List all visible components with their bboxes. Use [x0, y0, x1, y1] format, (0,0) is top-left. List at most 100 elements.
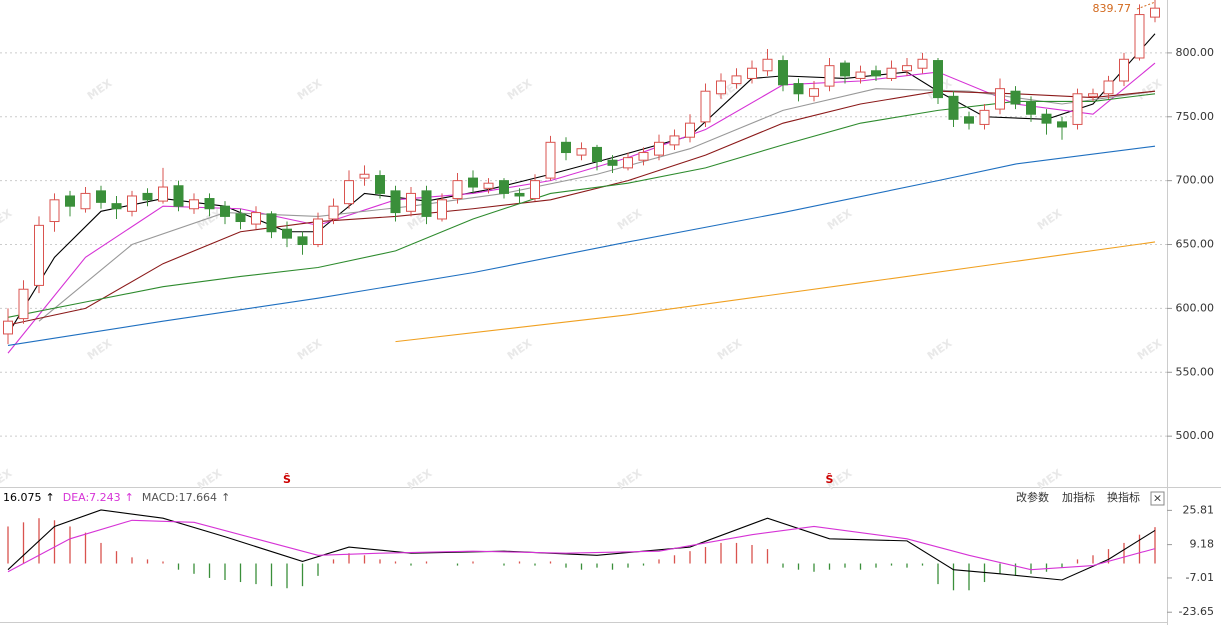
ma-line — [395, 241, 1156, 343]
candle-body — [173, 185, 184, 207]
candle-body — [18, 288, 29, 320]
ma-line — [7, 145, 1156, 346]
macd-header-item: ↑ — [125, 491, 134, 504]
candle-body — [1057, 121, 1067, 128]
candle-body — [80, 192, 91, 210]
candle-body — [607, 159, 618, 166]
candle-body — [623, 157, 633, 169]
candle-body — [530, 180, 540, 200]
candle-body — [34, 224, 44, 286]
candle-body — [266, 213, 277, 233]
candle-body — [313, 218, 323, 246]
candle-body — [1119, 58, 1129, 82]
candle-body — [499, 180, 509, 194]
ma-line — [7, 62, 1156, 354]
y-tick-label: 750.00 — [1176, 110, 1215, 123]
candle-body — [778, 60, 788, 86]
dif-line — [7, 509, 1156, 581]
candle-body — [251, 212, 261, 225]
signal-marker: Ŝ — [826, 473, 834, 486]
candle-body — [809, 88, 819, 97]
candle-body — [514, 192, 525, 197]
candle-body — [685, 122, 695, 138]
candle-body — [654, 141, 664, 156]
y-tick-label: 700.00 — [1176, 174, 1215, 187]
candle-body — [390, 190, 401, 214]
candle-body — [700, 90, 711, 123]
macd-header-item: ↑ — [221, 491, 230, 504]
macd-header-item: 16.075 — [3, 491, 42, 504]
y-tick-label: 9.18 — [1190, 538, 1215, 551]
candle-body — [359, 173, 370, 179]
candle-body — [948, 95, 959, 120]
candle-body — [204, 198, 215, 210]
candle-body — [824, 65, 835, 87]
candle-body — [189, 199, 199, 210]
price-pointer — [1136, 1, 1156, 10]
candle-body — [65, 195, 75, 207]
y-tick-label: -7.01 — [1186, 571, 1214, 584]
y-tick-label: 25.81 — [1183, 503, 1215, 516]
candle-body — [886, 67, 897, 79]
dea-line — [7, 519, 1156, 573]
candle-body — [3, 320, 13, 335]
y-tick-label: 550.00 — [1176, 365, 1215, 378]
candle-body — [1072, 93, 1083, 125]
candle-body — [638, 152, 649, 161]
toolbar-button[interactable]: 改参数 — [1016, 490, 1049, 504]
candle-body — [1026, 100, 1036, 115]
candle-body — [235, 213, 246, 223]
candle-body — [855, 71, 866, 79]
candle-body — [561, 141, 571, 154]
candle-body — [917, 58, 928, 69]
toolbar-button[interactable]: 加指标 — [1062, 490, 1095, 504]
candle-body — [297, 236, 308, 246]
candle-body — [127, 195, 137, 212]
candle-body — [406, 192, 416, 212]
y-tick-label: -23.65 — [1179, 605, 1214, 618]
candle-body — [933, 60, 943, 99]
candle-body — [468, 177, 478, 188]
y-tick-label: 800.00 — [1176, 46, 1215, 59]
candle-body — [375, 175, 385, 194]
macd-header-item: MACD:17.664 — [142, 491, 217, 504]
candle-body — [483, 182, 494, 189]
candle-body — [762, 58, 773, 72]
candle-body — [437, 199, 447, 220]
last-price-label: 839.77 — [1093, 2, 1132, 15]
ma-line — [7, 93, 1156, 318]
candle-body — [282, 228, 292, 239]
candle-body — [576, 148, 587, 156]
candle-body — [964, 116, 974, 124]
candle-body — [979, 109, 990, 125]
y-tick-label: 500.00 — [1176, 429, 1215, 442]
candle-body — [1010, 90, 1021, 105]
candle-body — [871, 70, 881, 77]
toolbar-button[interactable]: 换指标 — [1107, 490, 1140, 504]
candle-body — [1088, 93, 1098, 97]
candle-body — [49, 199, 60, 223]
candle-body — [421, 190, 432, 217]
macd-header-item: ↑ — [46, 491, 55, 504]
close-box — [1150, 491, 1165, 506]
candle-body — [669, 135, 680, 146]
candle-body — [1150, 7, 1160, 18]
candle-body — [96, 190, 106, 203]
candle-body — [142, 192, 153, 201]
candle-body — [716, 80, 726, 95]
candle-body — [220, 205, 230, 217]
candle-body — [747, 67, 757, 79]
candle-body — [902, 65, 912, 72]
candle-body — [1041, 113, 1052, 124]
candle-body — [1134, 14, 1145, 59]
y-tick-label: 600.00 — [1176, 301, 1215, 314]
candle-body — [328, 205, 339, 220]
candle-body — [840, 62, 850, 77]
ma-line — [7, 90, 1156, 326]
candle-body — [592, 146, 602, 162]
candle-body — [793, 83, 804, 95]
close-button[interactable]: × — [1153, 492, 1162, 505]
candle-body — [344, 180, 354, 205]
